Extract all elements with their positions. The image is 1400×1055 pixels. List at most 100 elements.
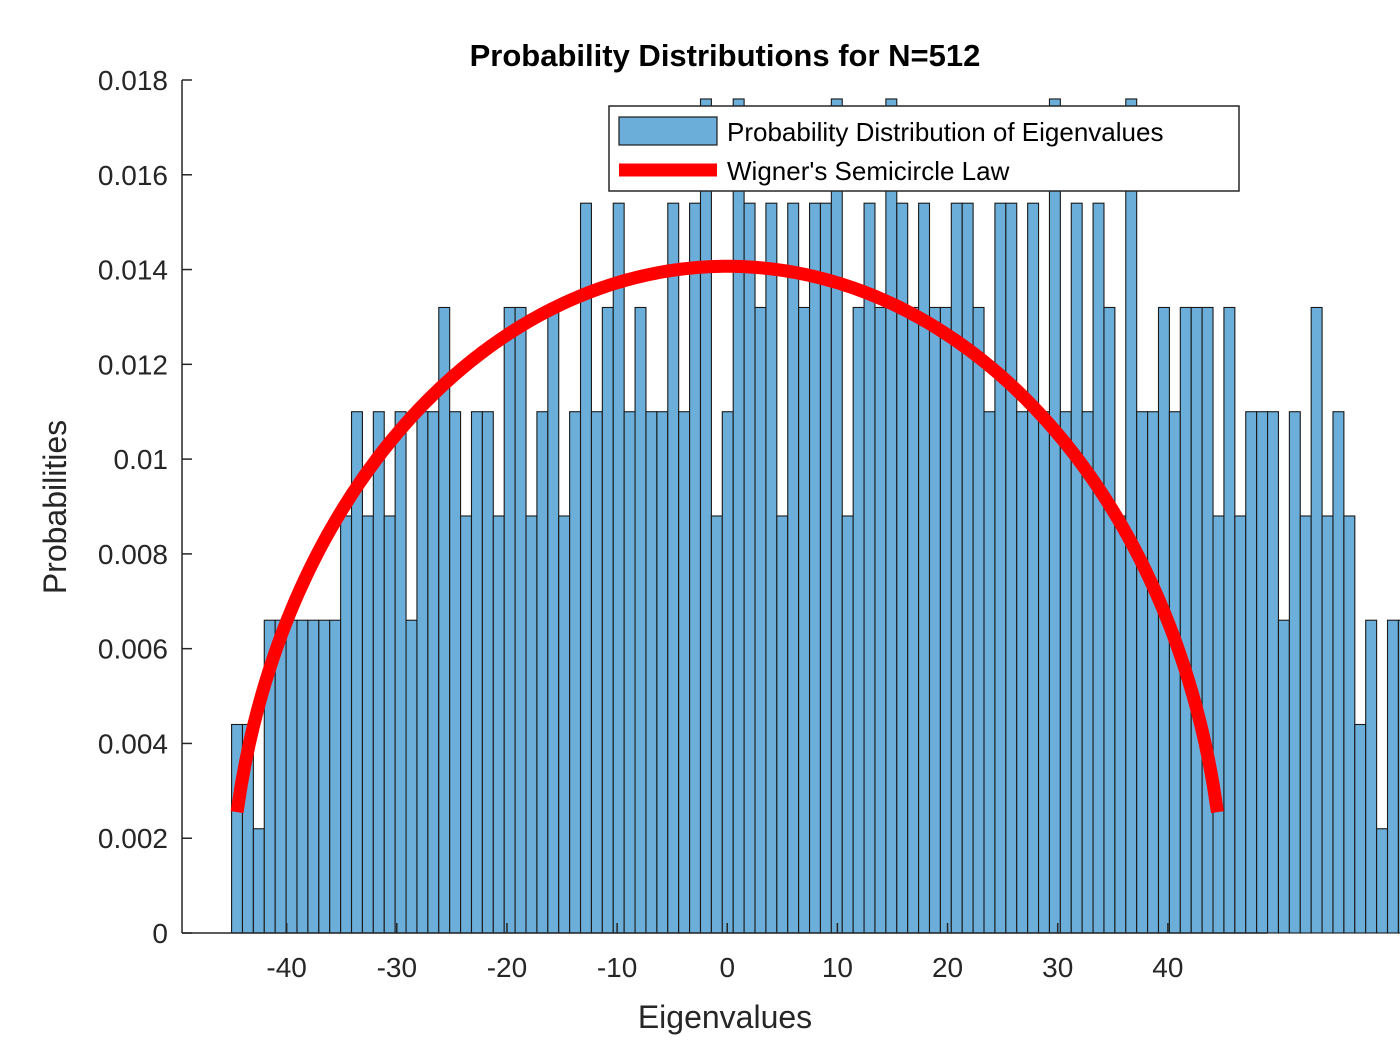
histogram-bar	[525, 515, 538, 934]
x-axis-label: Eigenvalues	[638, 999, 812, 1035]
histogram-bar	[1332, 411, 1345, 934]
histogram-bar	[1027, 202, 1040, 934]
histogram-bar	[1103, 306, 1116, 934]
chart-title: Probability Distributions for N=512	[470, 38, 981, 73]
histogram-bar	[449, 411, 462, 934]
histogram-bar	[1321, 515, 1334, 934]
histogram-bar	[808, 202, 821, 934]
histogram-bar	[1037, 411, 1051, 934]
histogram-bar	[1059, 411, 1072, 934]
histogram-bar	[1179, 306, 1192, 934]
histogram-bar	[1365, 619, 1378, 934]
histogram-bar	[983, 411, 996, 934]
histogram-bar	[612, 202, 625, 934]
histogram-bar	[536, 411, 549, 934]
histogram-bar	[656, 411, 669, 934]
y-tick-label: 0	[152, 918, 168, 949]
histogram-bar	[721, 411, 734, 934]
histogram-bar	[852, 306, 865, 934]
x-tick-label: -20	[487, 952, 527, 983]
histogram-bar	[623, 411, 636, 934]
histogram-bar	[296, 619, 309, 934]
histogram-bar	[1386, 619, 1399, 934]
x-tick-label: 20	[932, 952, 963, 983]
histogram-bar	[1190, 306, 1203, 934]
histogram-bar	[667, 202, 680, 934]
histogram-bar	[1125, 98, 1138, 934]
legend-label-semicircle: Wigner's Semicircle Law	[727, 156, 1010, 186]
histogram-bar	[1277, 619, 1290, 934]
histogram-bar	[514, 306, 527, 934]
histogram-bar	[1081, 411, 1094, 934]
histogram-bar	[1234, 515, 1247, 934]
histogram-bar	[798, 306, 811, 934]
x-tick-label: -10	[597, 952, 637, 983]
histogram-bar	[972, 306, 985, 934]
histogram-bar	[1256, 411, 1269, 934]
legend: Probability Distribution of Eigenvalues …	[608, 105, 1240, 192]
y-tick-label: 0.008	[98, 539, 168, 570]
histogram-bar	[1310, 306, 1323, 934]
histogram-bar	[743, 202, 756, 934]
x-tick-label: -40	[266, 952, 306, 983]
axes: -40 -30 -20 -10 0 10 20 30 40 0 0.002 0.004 0.006 0.0…	[98, 65, 1267, 983]
histogram-bar	[547, 306, 560, 934]
histogram-bar	[863, 202, 876, 934]
x-tick-label: 10	[822, 952, 853, 983]
histogram-bar	[699, 98, 712, 934]
histogram-bar	[1147, 411, 1160, 934]
histogram-bar	[678, 411, 691, 934]
histogram-bar	[961, 202, 974, 934]
histogram-bar	[1212, 515, 1225, 934]
legend-swatch-histogram	[618, 116, 718, 146]
y-tick-label: 0.006	[98, 634, 168, 665]
histogram-bar	[841, 515, 854, 934]
histogram-bar	[340, 515, 353, 934]
histogram-bar	[907, 306, 920, 934]
histogram-bar	[939, 306, 952, 934]
histogram-bar	[601, 306, 614, 934]
y-tick-label: 0.01	[114, 444, 169, 475]
histogram-bar	[590, 411, 603, 934]
histogram-bar	[1136, 411, 1149, 934]
histogram-bar	[634, 306, 647, 934]
histogram-bar	[1114, 515, 1127, 934]
histogram-bar	[1288, 411, 1301, 934]
histogram-bar	[285, 619, 298, 934]
histogram-bar	[1376, 828, 1389, 934]
x-tick-label: 0	[719, 952, 735, 983]
histogram-bar	[1343, 515, 1356, 934]
y-tick-label: 0.014	[98, 255, 168, 286]
histogram-bar	[732, 98, 745, 934]
histogram-bar	[503, 306, 516, 934]
histogram-bar	[427, 411, 440, 934]
semicircle-curve	[230, 259, 1224, 814]
histogram-bar	[928, 306, 941, 934]
x-tick-label: 40	[1152, 952, 1183, 983]
histogram-bar	[1048, 98, 1061, 934]
histogram-bar	[776, 515, 789, 934]
histogram-bar	[318, 619, 331, 934]
histogram-bar	[1354, 723, 1367, 934]
histogram-bar	[383, 515, 396, 934]
y-axis-label: Probabilities	[37, 420, 73, 594]
histogram-bar	[1092, 202, 1105, 934]
y-tick-label: 0.018	[98, 65, 168, 96]
histogram-bar	[460, 515, 473, 934]
histogram-bar	[710, 515, 723, 934]
histogram-bar	[1223, 306, 1236, 934]
y-tick-label: 0.004	[98, 728, 168, 759]
histogram-bar	[372, 411, 385, 934]
histogram-bar	[830, 98, 843, 934]
histogram-bar	[361, 515, 374, 934]
histogram-bar	[1299, 515, 1312, 934]
histogram-bar	[754, 306, 767, 934]
histogram-bar	[416, 411, 429, 934]
histogram-bar	[1397, 619, 1400, 934]
histogram-bar	[394, 411, 407, 934]
y-tick-label: 0.012	[98, 349, 168, 380]
histogram-bar	[950, 202, 963, 934]
histogram-bar	[1005, 202, 1018, 934]
